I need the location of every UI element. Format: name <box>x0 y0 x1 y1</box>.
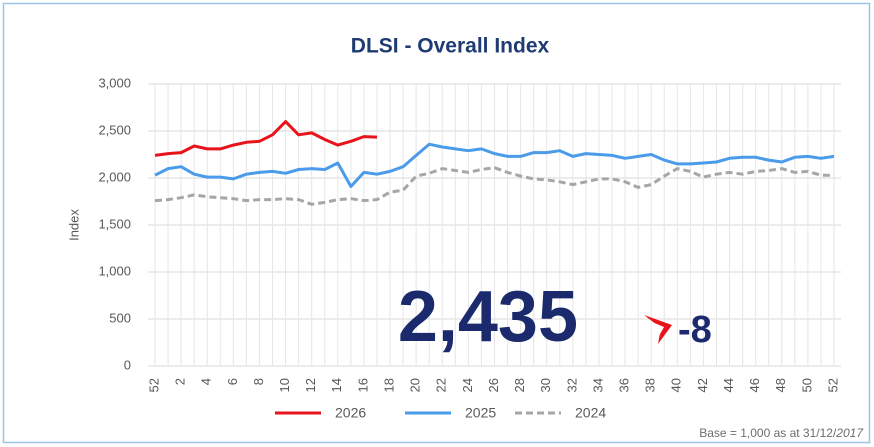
footnote: Base = 1,000 as at 31/12/2017 <box>699 426 864 440</box>
footnote-text: Base = 1,000 as at 31/12/ <box>699 426 837 440</box>
x-tick-label: 30 <box>538 378 553 392</box>
x-tick-label: 6 <box>225 378 240 385</box>
y-tick-label: 3,000 <box>98 75 131 90</box>
x-tick-label: 40 <box>669 378 684 392</box>
down-arrow-icon <box>644 315 672 344</box>
series-line <box>154 120 378 157</box>
x-tick-label: 8 <box>251 378 266 385</box>
y-tick-label: 500 <box>109 310 131 325</box>
kpi-value: 2,435 <box>398 277 578 357</box>
series-line <box>154 166 834 206</box>
x-tick-label: 50 <box>799 378 814 392</box>
x-tick-label: 10 <box>277 378 292 392</box>
y-tick-label: 2,500 <box>98 122 131 137</box>
x-tick-label: 18 <box>381 378 396 392</box>
y-tick-label: 1,000 <box>98 263 131 278</box>
legend-label: 2025 <box>465 405 496 421</box>
legend: 2026 2025 2024 <box>275 405 606 421</box>
x-tick-label: 4 <box>199 378 214 385</box>
kpi-change: -8 <box>678 309 712 351</box>
x-tick-label: 16 <box>355 378 370 392</box>
x-tick-label: 22 <box>434 378 449 392</box>
x-tick-label: 52 <box>146 378 161 392</box>
legend-label: 2026 <box>335 405 366 421</box>
y-tick-label: 1,500 <box>98 216 131 231</box>
x-tick-label: 24 <box>460 378 475 392</box>
x-tick-label: 46 <box>747 378 762 392</box>
x-tick-label: 26 <box>486 378 501 392</box>
x-tick-label: 52 <box>825 378 840 392</box>
y-axis-label: Index <box>66 209 81 241</box>
x-tick-label: 44 <box>721 378 736 392</box>
x-tick-label: 38 <box>643 378 658 392</box>
footnote-year: 2017 <box>835 426 864 440</box>
x-tick-label: 42 <box>695 378 710 392</box>
chart-title: DLSI - Overall Index <box>351 35 550 58</box>
y-tick-label: 0 <box>124 357 131 372</box>
x-tick-label: 20 <box>408 378 423 392</box>
x-tick-label: 32 <box>564 378 579 392</box>
x-tick-label: 48 <box>773 378 788 392</box>
x-tick-label: 34 <box>590 378 605 392</box>
legend-label: 2024 <box>575 405 606 421</box>
x-tick-label: 28 <box>512 378 527 392</box>
x-tick-label: 36 <box>617 378 632 392</box>
down-arrow-icon-inner <box>652 322 664 336</box>
series-line <box>154 142 835 188</box>
y-tick-label: 2,000 <box>98 169 131 184</box>
x-tick-label: 12 <box>303 378 318 392</box>
x-tick-label: 2 <box>173 378 188 385</box>
x-tick-label: 14 <box>329 378 344 392</box>
